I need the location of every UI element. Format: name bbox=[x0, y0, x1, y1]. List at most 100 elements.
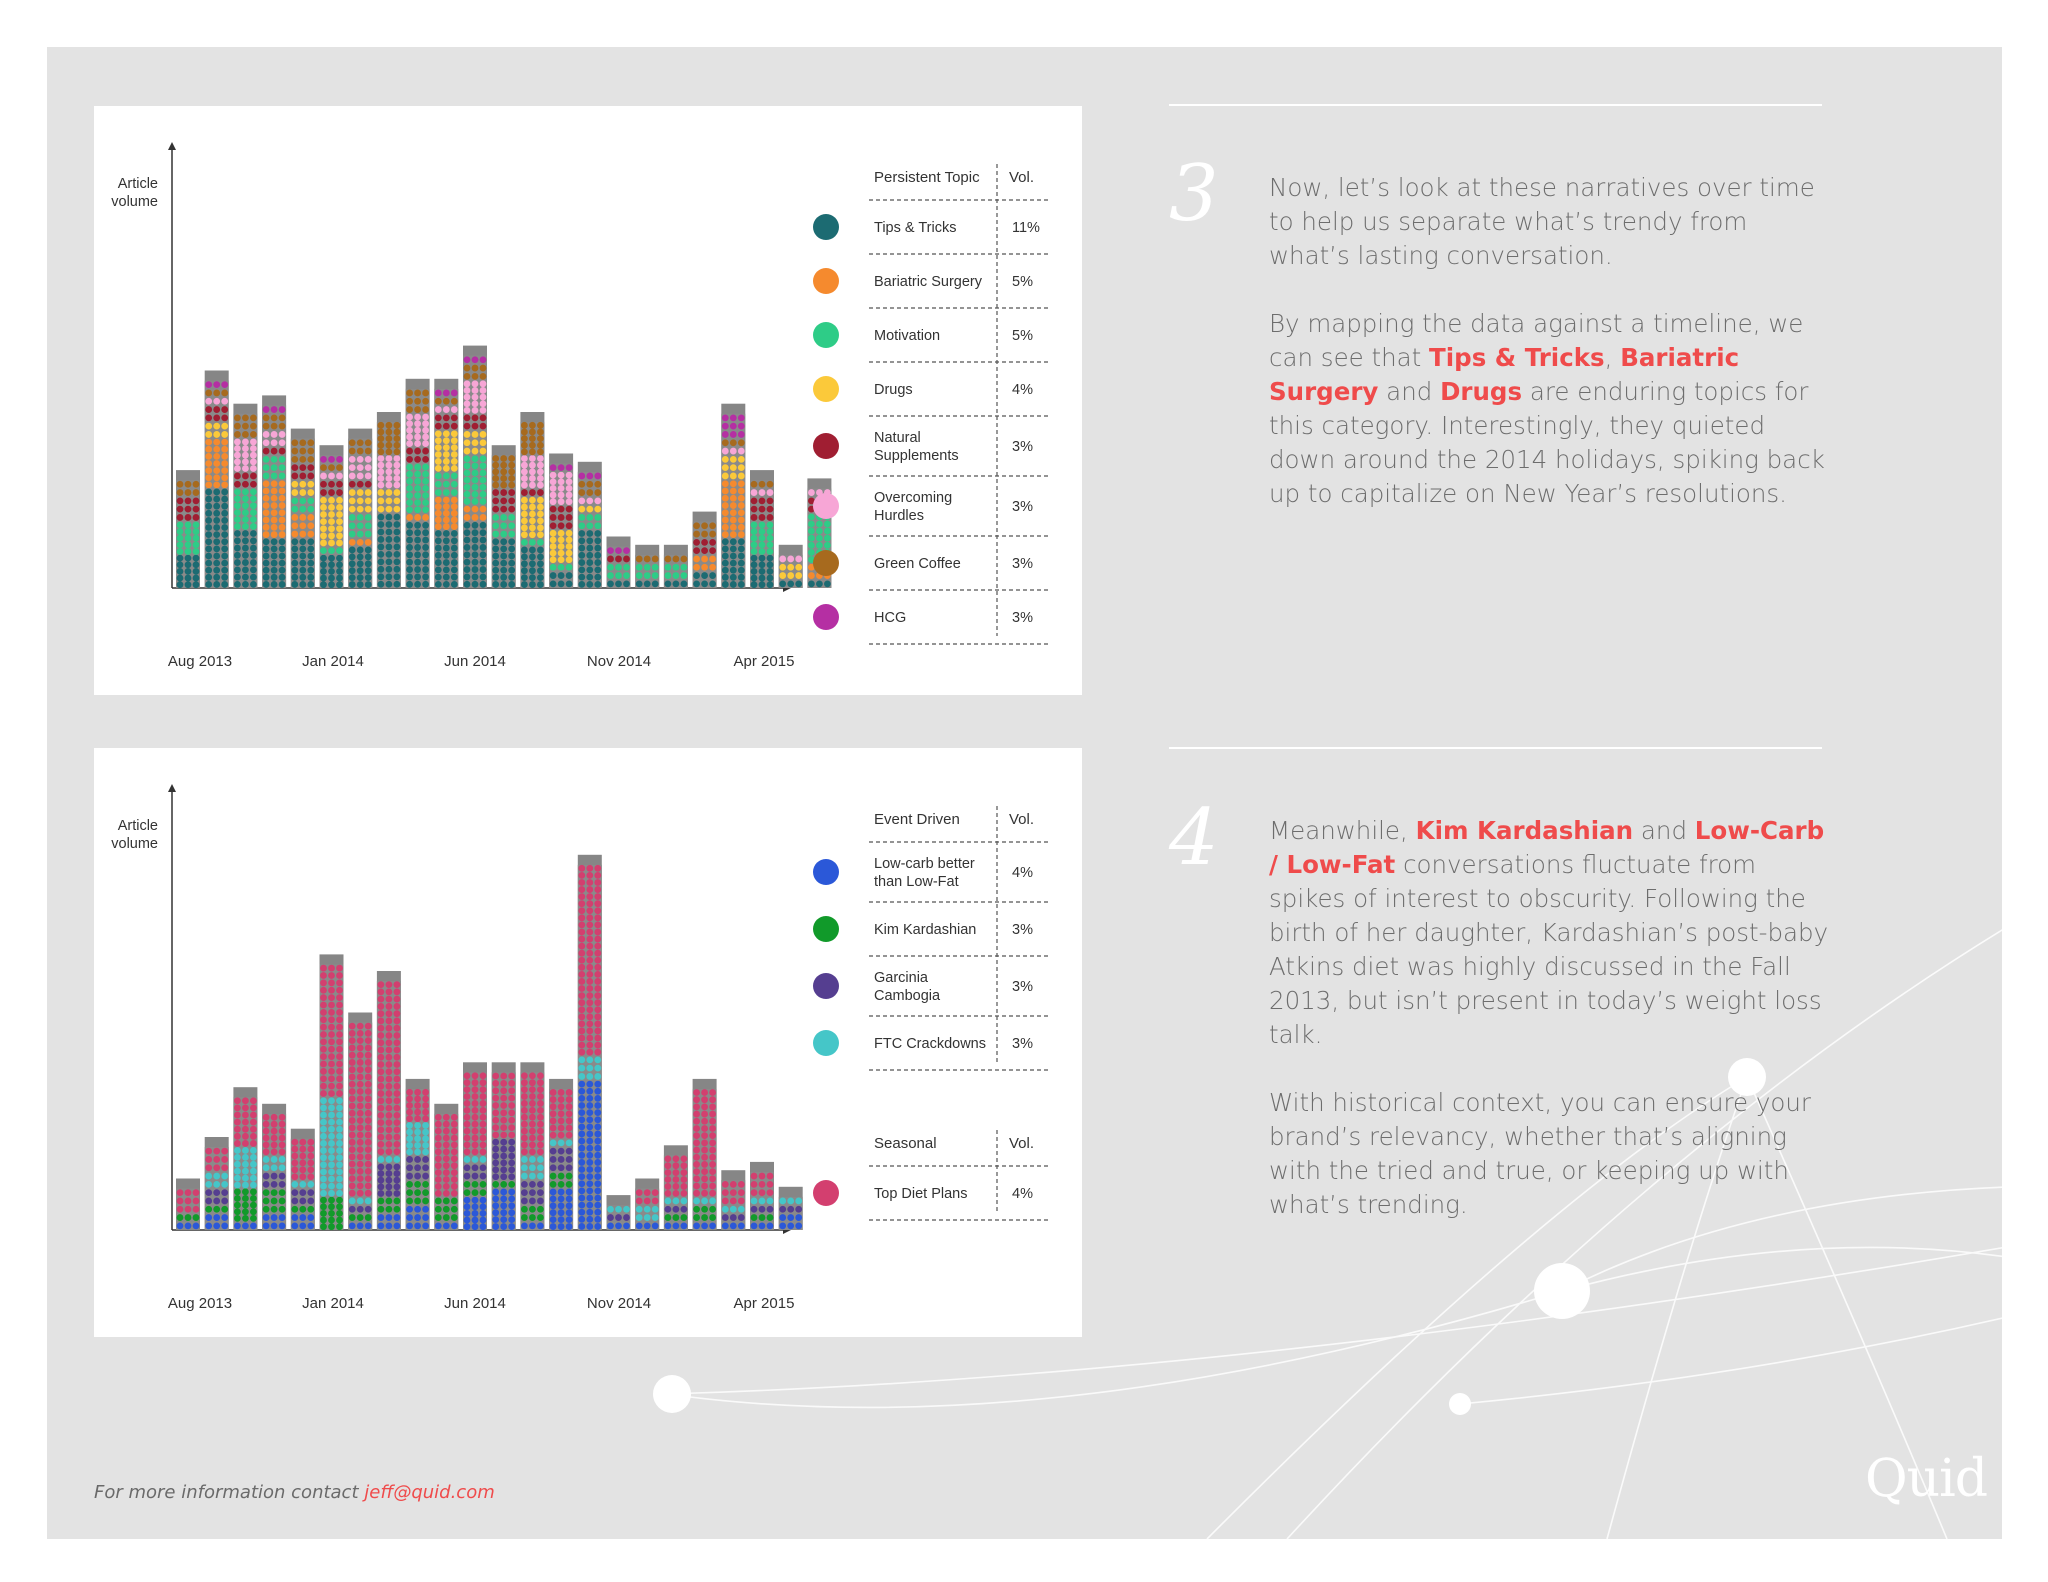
contact-email-link[interactable]: jeff@quid.com bbox=[364, 1482, 495, 1503]
segment-dot bbox=[320, 1097, 327, 1105]
segment-dot bbox=[492, 489, 500, 496]
segment-dot bbox=[348, 439, 356, 447]
segment-dot bbox=[221, 414, 229, 422]
event-bar-17-segment-1 bbox=[635, 1221, 660, 1230]
segment-dot bbox=[320, 1182, 327, 1190]
segment-dot bbox=[414, 573, 421, 581]
segment-dot bbox=[221, 406, 229, 413]
segment-dot bbox=[521, 448, 528, 456]
segment-dot bbox=[299, 514, 307, 521]
segment-dot bbox=[508, 1087, 516, 1095]
event-bar-20-segment-4 bbox=[721, 1205, 746, 1214]
segment-dot bbox=[758, 554, 766, 562]
segment-dot bbox=[529, 1141, 536, 1149]
event-bar-5-segment-4 bbox=[290, 1180, 315, 1189]
segment-dot bbox=[299, 489, 307, 496]
segment-dot bbox=[758, 1172, 766, 1180]
segment-dot bbox=[250, 422, 257, 430]
segment-dot bbox=[356, 530, 364, 538]
segment-dot bbox=[422, 1189, 429, 1197]
persistent-bar-5 bbox=[290, 428, 315, 588]
segment-dot bbox=[221, 1189, 229, 1197]
segment-dot bbox=[701, 1139, 708, 1147]
segment-dot bbox=[348, 538, 356, 546]
segment-dot bbox=[242, 1097, 249, 1105]
segment-dot bbox=[406, 1205, 413, 1213]
segment-dot bbox=[508, 514, 516, 521]
segment-dot bbox=[414, 1141, 421, 1149]
segment-dot bbox=[270, 552, 278, 560]
segment-dot bbox=[594, 1041, 602, 1049]
segment-dot bbox=[442, 544, 450, 552]
segment-dot bbox=[508, 1209, 516, 1217]
segment-dot bbox=[500, 566, 508, 574]
segment-dot bbox=[328, 1210, 335, 1217]
segment-dot bbox=[471, 1141, 479, 1149]
event-bar-15-segment-1 bbox=[577, 1080, 602, 1230]
x-tick-label-4: Nov 2014 bbox=[587, 1295, 651, 1312]
segment-dot bbox=[557, 1131, 565, 1139]
segment-dot bbox=[594, 489, 602, 496]
segment-dot bbox=[336, 1053, 343, 1061]
segment-dot bbox=[709, 522, 716, 530]
persistent-bar-20-segment-7 bbox=[721, 438, 746, 447]
segment-dot bbox=[721, 487, 729, 495]
segment-dot bbox=[348, 581, 356, 588]
segment-dot bbox=[500, 1173, 508, 1181]
persistent-bar-20-segment-2 bbox=[721, 480, 746, 539]
segment-dot bbox=[508, 489, 516, 496]
persistent-bar-2-segment-8 bbox=[204, 380, 229, 389]
segment-dot bbox=[393, 1046, 401, 1054]
segment-dot bbox=[213, 1189, 221, 1197]
segment-dot bbox=[307, 480, 315, 488]
segment-dot bbox=[816, 580, 823, 588]
segment-dot bbox=[393, 521, 401, 528]
segment-dot bbox=[565, 1147, 573, 1155]
segment-dot bbox=[205, 1197, 213, 1205]
segment-dot bbox=[336, 455, 343, 463]
segment-dot bbox=[242, 502, 249, 510]
persistent-bar-12 bbox=[491, 445, 516, 588]
segment-dot bbox=[299, 472, 307, 480]
segment-dot bbox=[278, 509, 286, 517]
segment-dot bbox=[434, 566, 442, 574]
event-bar-14-segment-3 bbox=[549, 1147, 574, 1172]
segment-dot bbox=[234, 438, 241, 446]
segment-dot bbox=[262, 464, 270, 472]
segment-dot bbox=[442, 566, 450, 574]
segment-dot bbox=[422, 1164, 429, 1172]
segment-dot bbox=[578, 566, 586, 574]
segment-dot bbox=[336, 496, 343, 504]
segment-dot bbox=[680, 1155, 688, 1163]
segment-dot bbox=[364, 447, 372, 455]
segment-dot bbox=[348, 1175, 356, 1183]
segment-dot bbox=[565, 1202, 573, 1210]
segment-dot bbox=[414, 470, 421, 478]
segment-dot bbox=[594, 566, 602, 574]
segment-dot bbox=[406, 1197, 413, 1205]
segment-dot bbox=[450, 509, 458, 517]
segment-dot bbox=[377, 558, 385, 566]
segment-dot bbox=[529, 517, 536, 525]
segment-dot bbox=[356, 1138, 364, 1146]
segment-dot bbox=[586, 992, 594, 1000]
segment-dot bbox=[328, 480, 335, 488]
segment-dot bbox=[729, 1197, 737, 1205]
segment-dot bbox=[701, 1146, 708, 1154]
event-bar-2-segment-4 bbox=[204, 1171, 229, 1189]
segment-dot bbox=[463, 544, 471, 551]
segment-dot bbox=[364, 1044, 372, 1052]
persistent-bar-1 bbox=[176, 470, 200, 589]
segment-dot bbox=[709, 1175, 716, 1183]
segment-background bbox=[434, 1113, 459, 1197]
segment-dot bbox=[578, 1034, 586, 1042]
segment-dot bbox=[492, 1131, 500, 1139]
event-bar-20-segment-5 bbox=[721, 1180, 746, 1206]
segment-dot bbox=[586, 942, 594, 950]
segment-dot bbox=[586, 1087, 594, 1095]
segment-dot bbox=[434, 489, 442, 496]
segment-dot bbox=[529, 461, 536, 469]
persistent-bar-2-segment-4 bbox=[204, 422, 229, 439]
segment-dot bbox=[450, 444, 458, 451]
persistent-bar-11-segment-4 bbox=[463, 430, 487, 456]
